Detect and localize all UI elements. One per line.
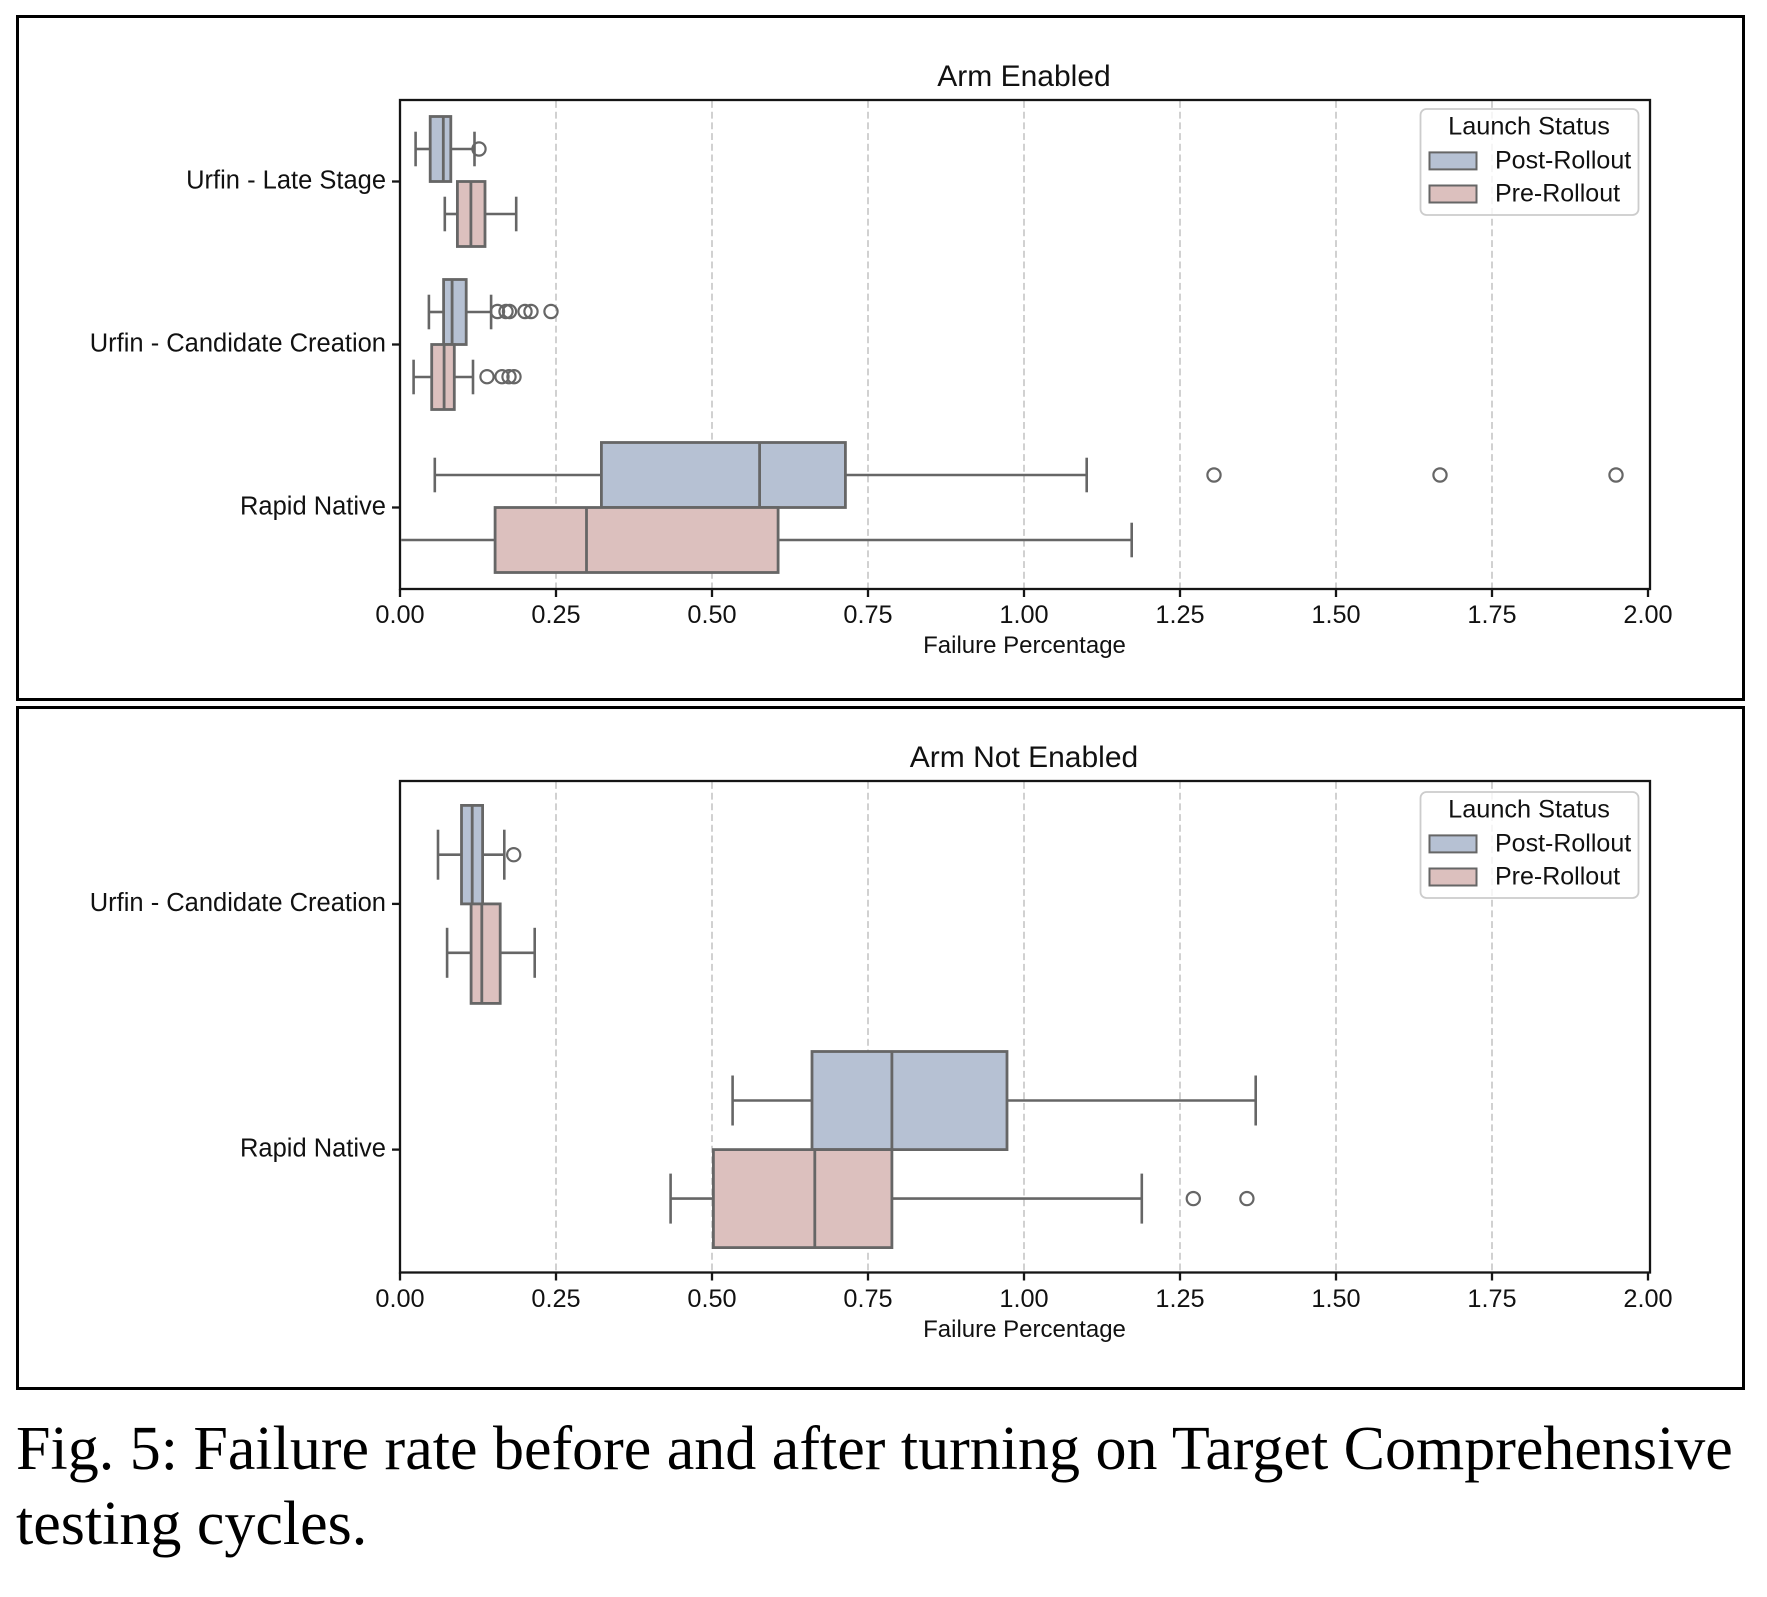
svg-text:Post-Rollout: Post-Rollout (1495, 830, 1631, 858)
svg-text:Post-Rollout: Post-Rollout (1495, 147, 1631, 175)
svg-text:Rapid Native: Rapid Native (240, 1135, 386, 1163)
svg-text:1.75: 1.75 (1467, 601, 1516, 629)
svg-text:1.50: 1.50 (1311, 601, 1360, 629)
svg-text:Rapid Native: Rapid Native (240, 493, 386, 521)
svg-text:0.25: 0.25 (531, 601, 580, 629)
svg-text:1.00: 1.00 (999, 1285, 1048, 1313)
svg-text:0.50: 0.50 (687, 1285, 736, 1313)
svg-text:1.25: 1.25 (1155, 601, 1204, 629)
svg-text:0.75: 0.75 (843, 1285, 892, 1313)
svg-text:2.00: 2.00 (1623, 1285, 1672, 1313)
svg-text:0.25: 0.25 (531, 1285, 580, 1313)
svg-text:Failure Percentage: Failure Percentage (923, 632, 1126, 659)
svg-text:Arm Not Enabled: Arm Not Enabled (910, 741, 1138, 774)
svg-text:1.75: 1.75 (1467, 1285, 1516, 1313)
svg-text:Launch Status: Launch Status (1448, 796, 1610, 824)
svg-text:Urfin - Candidate Creation: Urfin - Candidate Creation (90, 889, 386, 917)
svg-text:Pre-Rollout: Pre-Rollout (1495, 863, 1620, 891)
svg-text:Failure Percentage: Failure Percentage (923, 1316, 1126, 1343)
svg-text:Arm Enabled: Arm Enabled (937, 60, 1110, 93)
svg-text:2.00: 2.00 (1623, 601, 1672, 629)
svg-text:Pre-Rollout: Pre-Rollout (1495, 180, 1620, 208)
svg-text:Urfin - Late Stage: Urfin - Late Stage (186, 167, 386, 195)
svg-text:1.25: 1.25 (1155, 1285, 1204, 1313)
svg-text:Urfin - Candidate Creation: Urfin - Candidate Creation (90, 330, 386, 358)
svg-text:0.00: 0.00 (375, 1285, 424, 1313)
svg-text:Launch Status: Launch Status (1448, 113, 1610, 141)
svg-text:0.00: 0.00 (375, 601, 424, 629)
svg-text:1.50: 1.50 (1311, 1285, 1360, 1313)
svg-text:0.75: 0.75 (843, 601, 892, 629)
svg-text:1.00: 1.00 (999, 601, 1048, 629)
svg-text:0.50: 0.50 (687, 601, 736, 629)
